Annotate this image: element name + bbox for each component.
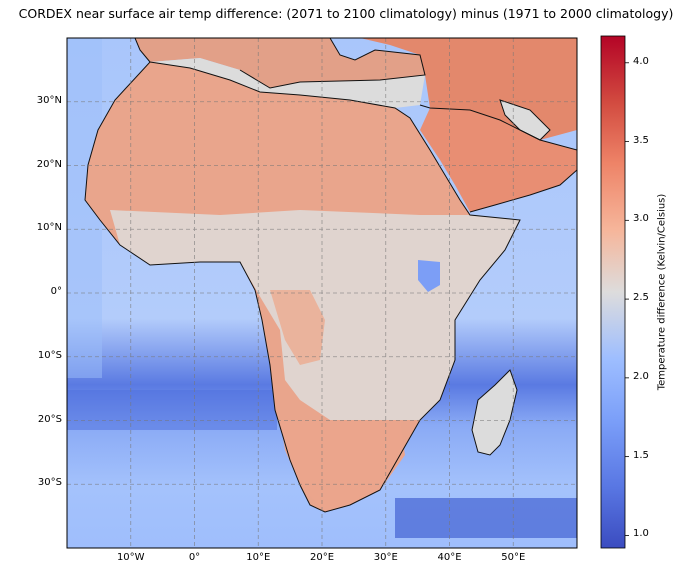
lat-tick-label: 10°N [36,222,62,234]
gulf-coastline [499,99,551,141]
lon-tick-label: 30°E [373,552,398,563]
south-indian-cold-band [395,498,577,538]
south-atlantic-cold-band [67,390,277,430]
colorbar-tick-label: 1.0 [633,528,649,540]
lon-tick-label: 50°E [501,552,526,563]
colorbar-tick-label: 2.5 [633,292,649,304]
africa-coastline [84,61,521,513]
lat-tick-label: 20°S [37,413,62,425]
lon-tick-label: 10°E [246,552,271,563]
arabia-coastline [419,104,577,213]
colorbar [600,35,626,549]
ethiopian-highlands-cool [418,260,440,292]
colorbar-tick-label: 1.5 [633,449,649,461]
lat-tick-label: 30°S [37,477,62,489]
colorbar-tick-label: 3.5 [633,134,649,146]
persian-gulf [500,100,550,140]
lon-tick-label: 40°E [437,552,462,563]
colorbar-tick-label: 3.0 [633,213,649,225]
colorbar-tick-label: 4.0 [633,55,649,67]
madagascar [472,370,517,455]
congo-warm-region [270,290,325,365]
lat-tick-label: 30°N [36,94,62,106]
lon-tick-label: 0° [188,552,201,563]
lon-tick-label: 20°E [309,552,335,563]
colorbar-tick-label: 2.0 [633,370,649,382]
mediterranean-sea [150,58,425,108]
lon-tick-label: 10°W [116,552,145,563]
lat-tick-label: 20°N [36,158,62,170]
map-frame [66,37,578,549]
colorbar-label: Temperature difference (Kelvin/Celsius) [656,193,668,391]
map-title: CORDEX near surface air temp difference:… [18,6,674,21]
lat-tick-label: 10°S [37,349,62,361]
southern-africa-warm-region [280,420,405,512]
arabian-peninsula [420,108,577,212]
europe-coastline [134,38,426,89]
lat-tick-label: 0° [50,286,62,297]
europe-land [135,38,425,88]
